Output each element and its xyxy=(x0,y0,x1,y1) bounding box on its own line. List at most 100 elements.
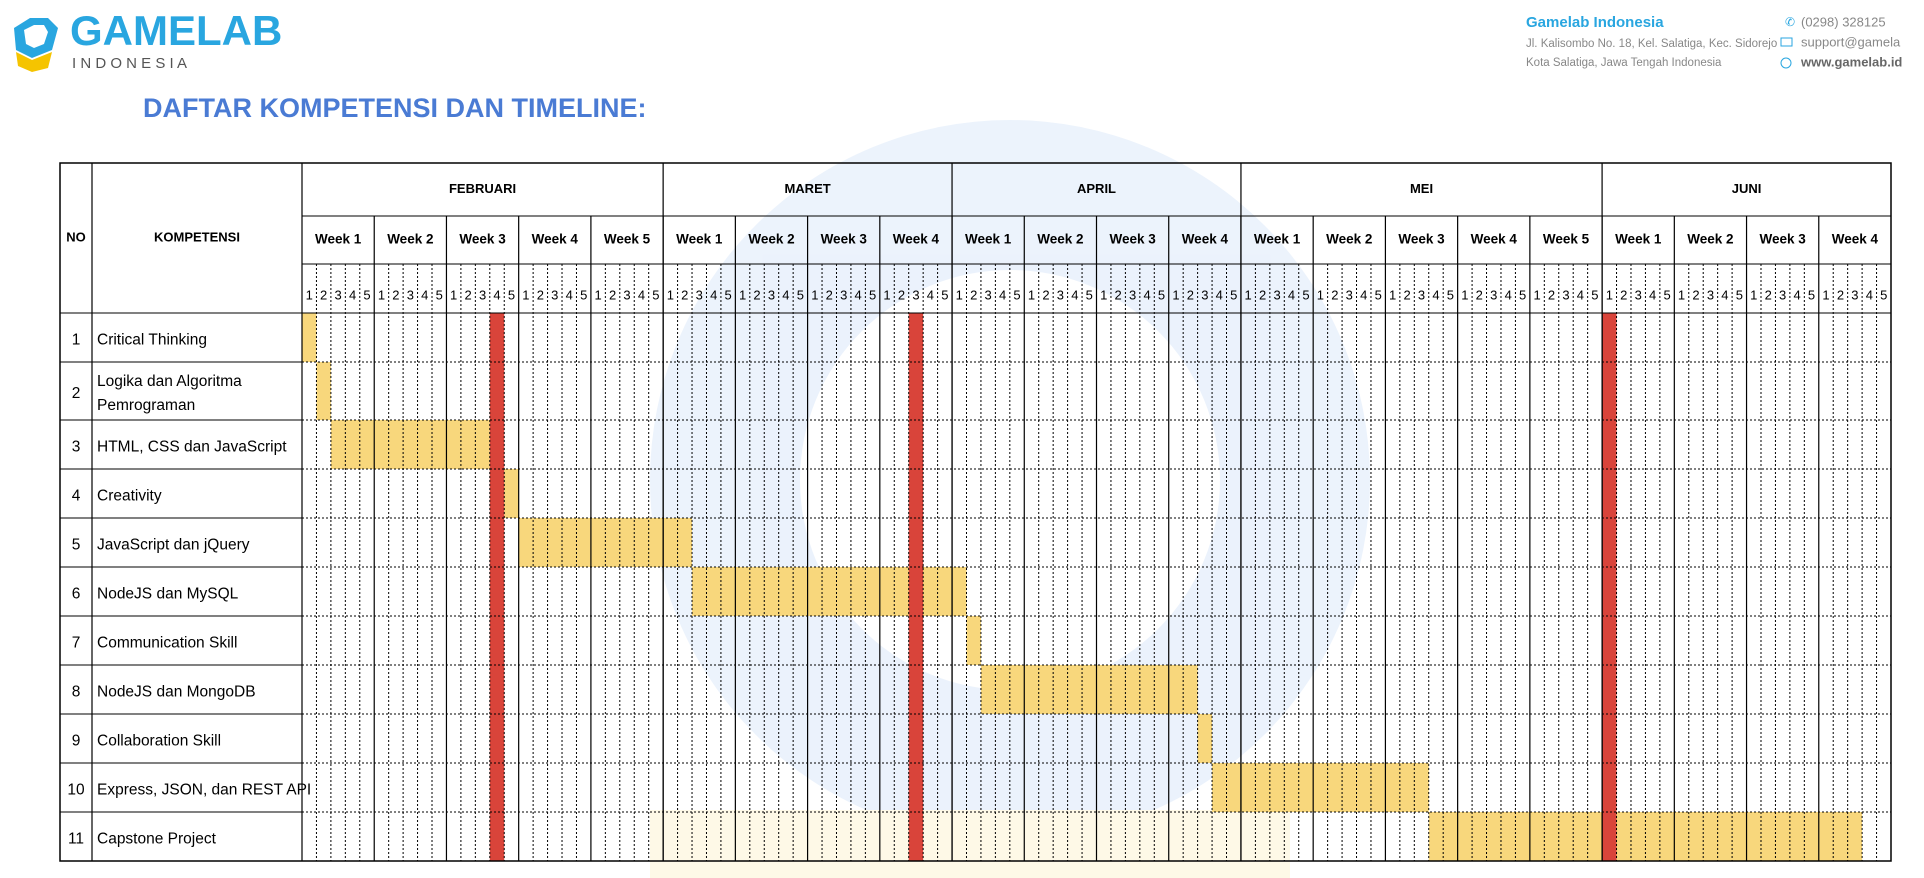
day-label: 1 xyxy=(1461,287,1468,302)
day-label: 1 xyxy=(1389,287,1396,302)
day-label: 4 xyxy=(855,287,862,302)
week-header: Week 2 xyxy=(387,232,433,247)
competency-name: Collaboration Skill xyxy=(97,733,221,750)
day-label: 1 xyxy=(1750,287,1757,302)
day-label: 3 xyxy=(551,287,558,302)
day-label: 1 xyxy=(595,287,602,302)
day-label: 3 xyxy=(696,287,703,302)
competency-name: NodeJS dan MongoDB xyxy=(97,684,256,701)
day-label: 5 xyxy=(725,287,732,302)
day-label: 4 xyxy=(782,287,789,302)
marker xyxy=(1602,313,1617,861)
day-label: 5 xyxy=(508,287,515,302)
timeline-bar xyxy=(966,616,981,665)
day-label: 4 xyxy=(1505,287,1512,302)
icon: ✆ xyxy=(1785,15,1795,29)
day-label: 1 xyxy=(1533,287,1540,302)
company-name: Gamelab Indonesia xyxy=(1526,14,1664,31)
day-label: 3 xyxy=(768,287,775,302)
day-label: 5 xyxy=(1447,287,1454,302)
day-label: 5 xyxy=(1808,287,1815,302)
day-label: 3 xyxy=(912,287,919,302)
timeline-bar xyxy=(316,362,331,420)
competency-name: Communication Skill xyxy=(97,635,237,652)
day-label: 1 xyxy=(306,287,313,302)
competency-name: Creativity xyxy=(97,488,162,505)
timeline-bar xyxy=(1197,714,1213,763)
day-label: 2 xyxy=(537,287,544,302)
day-label: 3 xyxy=(1273,287,1280,302)
day-label: 5 xyxy=(1230,287,1237,302)
day-label: 4 xyxy=(349,287,356,302)
day-label: 2 xyxy=(609,287,616,302)
timeline-bar xyxy=(980,665,1198,714)
day-label: 4 xyxy=(1649,287,1656,302)
day-label: 5 xyxy=(1880,287,1887,302)
day-label: 4 xyxy=(566,287,573,302)
week-header: Week 5 xyxy=(1543,232,1590,247)
week-header: Week 2 xyxy=(748,232,794,247)
row-number: 8 xyxy=(72,684,81,701)
day-label: 5 xyxy=(1013,287,1020,302)
timeline-bar xyxy=(302,313,317,362)
day-label: 3 xyxy=(840,287,847,302)
day-label: 2 xyxy=(1403,287,1410,302)
row-number: 11 xyxy=(68,831,84,848)
day-label: 2 xyxy=(1692,287,1699,302)
row-number: 5 xyxy=(72,537,81,554)
day-label: 1 xyxy=(667,287,674,302)
day-label: 2 xyxy=(1187,287,1194,302)
day-label: 5 xyxy=(1663,287,1670,302)
day-label: 4 xyxy=(493,287,500,302)
week-header: Week 3 xyxy=(1398,232,1445,247)
address-line: Jl. Kalisombo No. 18, Kel. Salatiga, Kec… xyxy=(1526,38,1777,50)
row-number: 2 xyxy=(72,385,81,402)
day-label: 1 xyxy=(883,287,890,302)
day-label: 5 xyxy=(1375,287,1382,302)
week-header: Week 4 xyxy=(1832,232,1879,247)
competency-name: HTML, CSS dan JavaScript xyxy=(97,439,287,456)
day-label: 2 xyxy=(1259,287,1266,302)
day-label: 2 xyxy=(753,287,760,302)
day-label: 1 xyxy=(450,287,457,302)
day-label: 1 xyxy=(1245,287,1252,302)
week-header: Week 1 xyxy=(965,232,1012,247)
day-label: 1 xyxy=(811,287,818,302)
day-label: 4 xyxy=(927,287,934,302)
day-label: 3 xyxy=(1707,287,1714,302)
day-label: 1 xyxy=(739,287,746,302)
day-label: 1 xyxy=(1678,287,1685,302)
week-header: Week 2 xyxy=(1687,232,1733,247)
day-label: 4 xyxy=(1577,287,1584,302)
day-label: 4 xyxy=(1793,287,1800,302)
day-label: 1 xyxy=(1100,287,1107,302)
week-header: Week 2 xyxy=(1037,232,1083,247)
page-title: DAFTAR KOMPETENSI DAN TIMELINE: xyxy=(143,93,646,123)
day-label: 2 xyxy=(1548,287,1555,302)
day-label: 5 xyxy=(1158,287,1165,302)
row-number: 10 xyxy=(67,782,85,799)
week-header: Week 4 xyxy=(1182,232,1229,247)
day-label: 2 xyxy=(1042,287,1049,302)
competency-name: Express, JSON, dan REST API xyxy=(97,782,311,799)
day-label: 4 xyxy=(1360,287,1367,302)
column-header: KOMPETENSI xyxy=(154,229,240,244)
week-header: Week 3 xyxy=(1109,232,1156,247)
day-label: 3 xyxy=(1779,287,1786,302)
competency-name: JavaScript dan jQuery xyxy=(97,537,250,554)
day-label: 4 xyxy=(1432,287,1439,302)
week-header: Week 3 xyxy=(459,232,506,247)
timeline-bar xyxy=(504,469,519,518)
day-label: 5 xyxy=(652,287,659,302)
day-label: 4 xyxy=(1721,287,1728,302)
timeline-bar xyxy=(692,567,967,616)
competency-name: Pemrograman xyxy=(97,397,195,414)
marker xyxy=(489,313,505,861)
week-header: Week 2 xyxy=(1326,232,1372,247)
day-label: 5 xyxy=(1302,287,1309,302)
logo: GAMELAB I N D O N E S I A xyxy=(14,7,282,72)
week-header: Week 4 xyxy=(893,232,940,247)
day-label: 1 xyxy=(1822,287,1829,302)
